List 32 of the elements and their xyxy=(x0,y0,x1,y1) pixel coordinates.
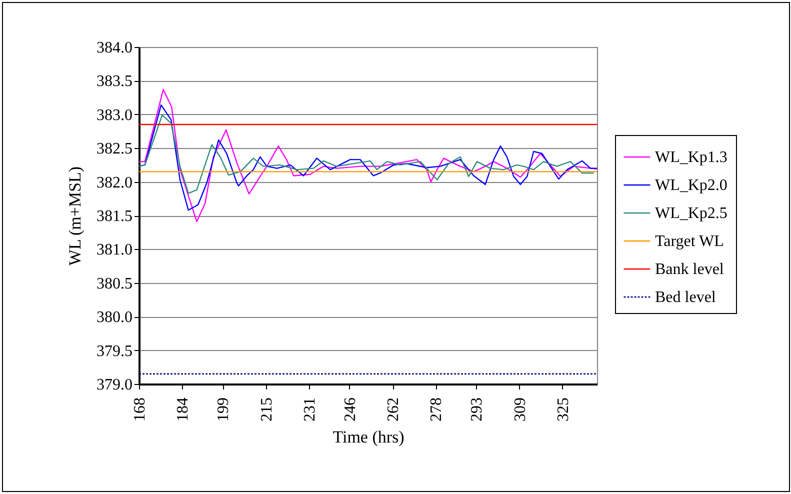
legend-label: Bank level xyxy=(655,261,724,278)
x-tick-label: 168 xyxy=(132,398,148,422)
x-tick-label: 262 xyxy=(385,398,402,422)
legend-label: WL_Kp1.3 xyxy=(655,149,728,166)
x-tick-label: 231 xyxy=(301,398,318,422)
y-tick-label: 381.5 xyxy=(96,208,132,225)
y-tick-label: 380.0 xyxy=(96,309,132,326)
y-tick-label: 383.5 xyxy=(96,73,132,90)
x-axis-title: Time (hrs) xyxy=(332,428,404,446)
y-tick-label: 379.5 xyxy=(96,342,132,360)
x-tick-label: 278 xyxy=(428,398,446,422)
x-tick-label: 184 xyxy=(174,398,192,422)
y-axis-title: WL (m+MSL) xyxy=(66,166,84,266)
x-tick-label: 325 xyxy=(554,398,572,422)
line-series xyxy=(139,114,594,194)
x-tick-label: 199 xyxy=(215,398,232,422)
y-tick-label: 382.0 xyxy=(96,174,132,192)
y-tick-label: 384.0 xyxy=(96,40,132,56)
y-tick-label: 379.0 xyxy=(96,376,132,394)
x-tick-label: 246 xyxy=(342,398,359,422)
x-tick-label: 293 xyxy=(468,398,486,422)
x-tick-label: 309 xyxy=(512,398,529,422)
y-tick-label: 380.5 xyxy=(96,275,132,292)
x-tick-label: 215 xyxy=(258,398,276,422)
legend-label: Target WL xyxy=(655,233,724,250)
y-tick-label: 382.5 xyxy=(96,140,132,158)
legend-label: Bed level xyxy=(655,289,716,306)
y-tick-label: 381.0 xyxy=(96,242,132,259)
legend-label: WL_Kp2.5 xyxy=(655,205,728,222)
line-series xyxy=(139,88,597,222)
legend-label: WL_Kp2.0 xyxy=(655,177,728,194)
y-tick-label: 383.0 xyxy=(96,106,132,124)
